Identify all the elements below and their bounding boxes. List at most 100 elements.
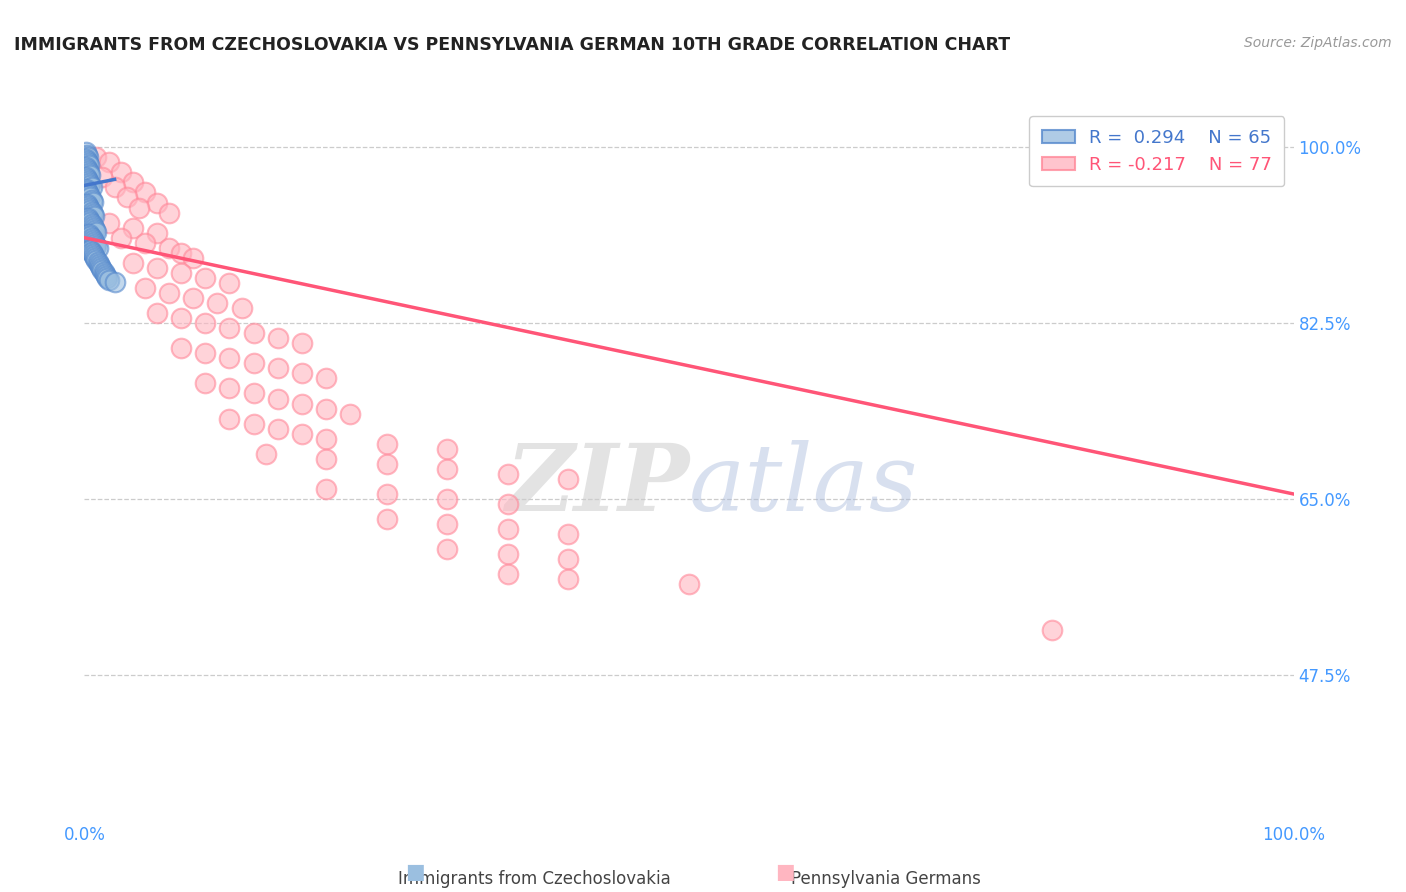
Point [77,156,100,170]
Point [218,321,240,335]
Point [496,567,519,582]
Point [77,188,100,202]
Point [315,482,337,496]
Point [79,228,101,243]
Point [77,158,100,172]
Point [83,235,105,249]
Point [218,351,240,366]
Point [267,361,290,376]
Point [77,186,100,201]
Point [79,243,101,257]
Point [375,512,398,526]
Point [267,331,290,345]
Point [75,145,97,160]
Point [339,407,361,421]
Point [110,230,132,244]
Point [104,180,127,194]
Point [375,436,398,450]
Point [82,233,104,247]
Point [170,311,193,326]
Point [97,273,120,287]
Point [146,195,169,210]
Point [678,577,700,591]
Point [121,220,143,235]
Point [82,247,104,261]
Point [80,244,103,259]
Point [77,198,100,212]
Point [76,172,98,186]
Point [557,552,579,566]
Point [75,182,97,196]
Point [77,174,100,188]
Point [76,154,98,169]
Point [146,226,169,240]
Legend: R =  0.294    N = 65, R = -0.217    N = 77: R = 0.294 N = 65, R = -0.217 N = 77 [1029,116,1285,186]
Point [90,260,112,275]
Point [91,170,114,185]
Point [134,235,156,250]
Text: ■: ■ [775,863,794,882]
Point [79,178,101,193]
Point [94,268,117,283]
Point [496,497,519,511]
Text: Source: ZipAtlas.com: Source: ZipAtlas.com [1244,36,1392,50]
Point [93,265,115,279]
Point [89,259,111,273]
Point [115,190,138,204]
Point [86,225,108,239]
Point [157,241,180,255]
Point [291,336,314,351]
Point [76,148,98,162]
Point [75,170,97,185]
Text: ■: ■ [405,863,425,882]
Point [242,326,264,341]
Point [110,165,132,179]
Point [77,177,100,191]
Point [218,276,240,290]
Point [121,176,143,190]
Text: atlas: atlas [689,441,918,530]
Point [315,432,337,446]
Point [170,245,193,260]
Point [254,447,277,461]
Point [97,155,120,169]
Point [496,522,519,536]
Point [75,153,97,167]
Point [79,214,101,228]
Point [242,386,264,401]
Point [194,346,217,360]
Point [291,367,314,381]
Point [557,527,579,541]
Point [82,219,104,233]
Point [76,162,98,177]
Point [315,401,337,416]
Point [77,150,100,164]
Point [77,166,100,180]
Point [436,442,458,456]
Point [231,301,253,315]
Text: IMMIGRANTS FROM CZECHOSLOVAKIA VS PENNSYLVANIA GERMAN 10TH GRADE CORRELATION CHA: IMMIGRANTS FROM CZECHOSLOVAKIA VS PENNSY… [14,36,1010,54]
Point [77,201,100,215]
Point [83,209,105,223]
Point [121,256,143,270]
Point [218,411,240,425]
Point [84,236,107,251]
Point [80,217,103,231]
Point [194,376,217,391]
Point [375,487,398,501]
Text: ZIP: ZIP [505,441,689,530]
Point [86,255,108,269]
Point [97,216,120,230]
Point [1040,623,1063,637]
Point [86,241,108,255]
Text: Immigrants from Czechoslovakia: Immigrants from Czechoslovakia [398,870,671,888]
Point [170,266,193,280]
Point [84,222,107,236]
Point [242,417,264,431]
Point [170,341,193,355]
Point [86,150,108,164]
Point [194,271,217,285]
Point [436,517,458,532]
Point [77,164,100,178]
Point [87,257,110,271]
